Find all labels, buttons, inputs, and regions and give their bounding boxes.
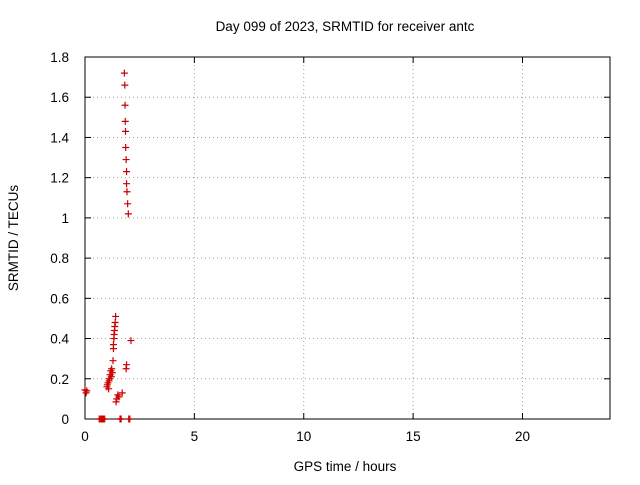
x-axis-label: GPS time / hours: [294, 459, 397, 474]
data-point: [117, 415, 125, 423]
data-point: [83, 387, 91, 395]
mark-layer: [81, 69, 135, 423]
data-point: [122, 144, 130, 151]
y-tick-label: 1.6: [50, 90, 69, 105]
y-tick-label: 1: [61, 211, 69, 226]
y-tick-label: 1.2: [50, 171, 69, 186]
data-point: [112, 398, 120, 406]
tick-layer: 0 5 10 15 20 0 0.2 0.4 0.6 0.8 1 1.2 1.4 1.6 1.8: [50, 50, 610, 444]
data-point: [120, 69, 128, 77]
data-point: [108, 369, 116, 377]
data-point: [127, 337, 135, 345]
x-tick-label: 0: [81, 429, 89, 444]
y-tick-label: 0: [61, 412, 69, 427]
data-point: [118, 389, 126, 397]
data-point: [121, 81, 129, 89]
y-tick-label: 1.8: [50, 50, 69, 65]
y-tick-label: 1.4: [50, 130, 69, 145]
x-tick-label: 20: [515, 429, 530, 444]
data-point: [121, 117, 129, 125]
data-point: [124, 200, 132, 208]
y-tick-label: 0.2: [50, 372, 69, 387]
data-point: [115, 393, 123, 401]
data-point: [105, 385, 113, 393]
data-point: [101, 415, 109, 423]
y-tick-label: 0.4: [50, 332, 69, 347]
data-point: [112, 312, 120, 320]
data-point: [123, 180, 131, 188]
y-tick-label: 0.8: [50, 251, 69, 266]
data-point: [109, 341, 117, 349]
data-point: [123, 188, 131, 196]
data-point: [109, 357, 117, 365]
data-point: [111, 318, 119, 326]
x-tick-label: 10: [296, 429, 311, 444]
data-point: [108, 365, 116, 373]
data-point: [107, 373, 115, 381]
data-point: [123, 168, 131, 176]
data-point: [126, 415, 134, 423]
x-tick-label: 5: [191, 429, 199, 444]
data-point: [122, 156, 130, 164]
grid-layer: [85, 57, 610, 419]
chart-title: Day 099 of 2023, SRMTID for receiver ant…: [216, 19, 475, 34]
x-tick-label: 15: [406, 429, 421, 444]
data-point: [121, 101, 129, 109]
y-tick-label: 0.6: [50, 291, 69, 306]
data-point: [124, 210, 132, 218]
data-point: [121, 127, 129, 135]
plot-frame: [84, 56, 611, 420]
data-point: [123, 361, 131, 369]
y-axis-label: SRMTID / TECUs: [6, 185, 21, 292]
